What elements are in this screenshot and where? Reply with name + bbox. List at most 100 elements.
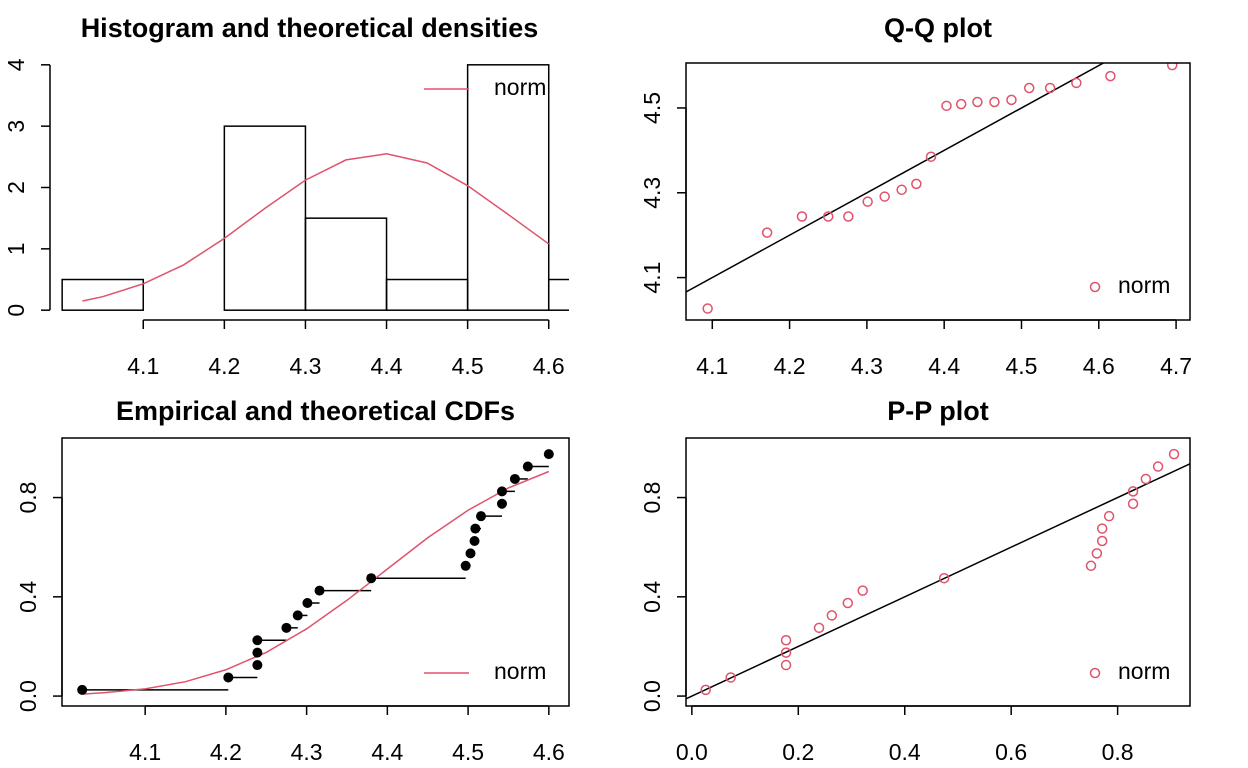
ecdf-point	[223, 672, 234, 683]
x-tick-label: 4.2	[774, 353, 806, 379]
histogram-bar	[385, 278, 469, 311]
y-tick-label: 4	[3, 58, 29, 71]
x-tick-label: 4.6	[533, 739, 565, 765]
ecdf-point	[543, 449, 554, 460]
data-point	[857, 585, 868, 596]
x-tick-label: 4.1	[127, 353, 159, 379]
panel: Histogram and theoretical densities 4.1 4.…	[3, 13, 569, 379]
histogram-bar	[223, 125, 307, 311]
x-tick-label: 4.5	[452, 353, 484, 379]
y-tick-label: 0.0	[15, 680, 41, 712]
x-tick-label: 0.4	[889, 739, 921, 765]
data-point	[1152, 461, 1164, 472]
data-point	[700, 684, 711, 696]
data-point	[1091, 548, 1103, 559]
reference-line	[686, 63, 1105, 293]
plot-area	[686, 448, 1190, 700]
data-point	[780, 647, 792, 658]
panel: P-P plot 0.0 0.2 0.4 0.6 0.8 0.0 0.4 0.8 norm	[639, 396, 1191, 765]
y-tick-label: 0.0	[639, 680, 665, 712]
legend-label: norm	[494, 658, 546, 684]
ecdf-point	[281, 622, 292, 633]
data-point	[1096, 535, 1108, 547]
ecdf-point	[77, 684, 88, 695]
density-curve	[82, 152, 550, 302]
ecdf-point	[252, 635, 263, 646]
data-point	[862, 196, 873, 207]
y-tick-label: 1	[3, 242, 29, 255]
data-point	[911, 178, 922, 190]
chart-title: Q-Q plot	[884, 13, 992, 43]
data-point	[822, 211, 834, 222]
y-tick-label: 0.8	[15, 482, 41, 514]
ecdf-point	[509, 473, 520, 484]
data-point	[1023, 82, 1035, 94]
data-point	[780, 659, 792, 671]
histogram-bar	[61, 278, 145, 311]
ecdf-point	[252, 647, 263, 658]
data-point	[1168, 448, 1180, 460]
data-point	[780, 634, 792, 646]
x-tick-label: 4.3	[851, 353, 883, 379]
x-tick-label: 4.2	[208, 353, 240, 379]
x-tick-label: 4.7	[1160, 353, 1192, 379]
y-tick-label: 2	[3, 181, 29, 194]
y-tick-label: 0.4	[15, 581, 41, 613]
data-point	[938, 572, 950, 584]
plot-area	[61, 64, 569, 311]
legend: norm	[1089, 658, 1170, 684]
data-point	[1140, 473, 1152, 485]
ecdf-point	[366, 573, 377, 584]
x-tick-label: 0.8	[1102, 739, 1134, 765]
x-tick-label: 4.1	[696, 353, 728, 379]
plot-box	[685, 62, 1191, 321]
data-point	[955, 98, 967, 110]
y-tick-label: 4.5	[639, 92, 665, 124]
data-point	[925, 151, 937, 162]
x-tick-label: 4.4	[371, 353, 403, 379]
ecdf-point	[496, 486, 507, 497]
x-tick-label: 4.6	[533, 353, 565, 379]
chart-title: Empirical and theoretical CDFs	[116, 396, 515, 426]
data-point	[826, 610, 838, 621]
chart-title: Histogram and theoretical densities	[81, 13, 539, 43]
data-point	[842, 597, 854, 609]
ecdf-point	[522, 461, 533, 472]
legend: norm	[1089, 272, 1170, 298]
y-tick-label: 0	[3, 304, 29, 317]
x-tick-label: 0.6	[995, 739, 1027, 765]
plot-box	[685, 437, 1191, 707]
legend-symbol	[1089, 281, 1101, 293]
y-tick-label: 4.1	[639, 262, 665, 294]
histogram-bar	[466, 64, 550, 311]
data-point	[879, 191, 890, 202]
ecdf-point	[314, 585, 325, 596]
y-tick-label: 0.4	[639, 581, 665, 613]
x-tick-label: 4.6	[1083, 353, 1115, 379]
legend-label: norm	[1118, 272, 1170, 298]
ecdf-point	[496, 498, 507, 509]
legend-label: norm	[494, 74, 546, 100]
ecdf-point	[460, 560, 471, 571]
plot-area	[686, 63, 1178, 314]
plot-area	[77, 449, 554, 695]
ecdf-point	[292, 610, 303, 621]
data-point	[1044, 82, 1056, 94]
histogram-bar	[547, 278, 569, 311]
x-tick-label: 4.4	[928, 353, 960, 379]
data-point	[941, 100, 952, 112]
panel: Q-Q plot 4.1 4.2 4.3 4.4 4.5 4.6 4.7 4.1 4.3 4.5 no…	[639, 13, 1192, 379]
density-curve	[82, 470, 550, 695]
data-point	[1085, 560, 1097, 572]
data-point	[1127, 498, 1139, 510]
ecdf-point	[252, 660, 263, 671]
x-tick-label: 4.4	[371, 739, 403, 765]
x-tick-label: 0.0	[676, 739, 708, 765]
x-tick-label: 0.2	[782, 739, 814, 765]
data-point	[1096, 523, 1108, 534]
x-tick-label: 4.5	[1005, 353, 1037, 379]
x-tick-label: 4.3	[291, 739, 323, 765]
panel: Empirical and theoretical CDFs 4.1 4.2 4.3 4…	[15, 396, 570, 765]
data-point	[1006, 94, 1017, 106]
legend-label: norm	[1118, 658, 1170, 684]
